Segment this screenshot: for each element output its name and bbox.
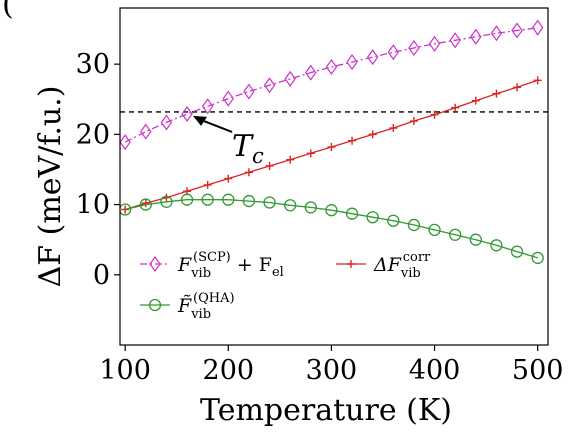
series-1-point-7 [265,161,274,170]
series-2-point-16 [449,228,462,241]
series-0-point-15 [428,35,441,52]
series-0-point-0 [120,134,131,151]
series-0-point-2 [160,114,173,131]
series-2-point-8 [284,199,297,212]
series-2-point-3 [180,193,194,206]
x-axis-label: Temperature (K) [200,393,452,428]
series-2-point-7 [263,196,276,209]
y-tick-label-0: 0 [93,260,110,291]
y-tick-label-2: 20 [76,119,110,150]
series-2-point-14 [407,218,421,232]
series-1-point-6 [244,168,253,177]
series-0-point-9 [305,64,317,81]
legend-marker-1 [347,260,355,268]
series-line-0 [124,27,538,143]
series-line-2 [125,199,538,259]
series-2-point-0 [120,203,132,216]
series-1-point-20 [533,76,542,85]
legend-label-0: Fvib(SCP) + Fel [177,250,284,281]
series-0-point-7 [263,77,276,94]
series-1-point-12 [368,130,377,139]
series-2-point-15 [428,223,441,237]
series-0-point-13 [387,44,400,61]
series-0-point-11 [346,54,358,71]
y-tick-label-1: 10 [76,190,110,221]
series-layer [120,19,544,265]
series-1-point-1 [141,199,150,208]
series-2-point-5 [222,193,235,206]
series-1-point-16 [451,103,460,112]
annotation-subscript-0: c [252,144,264,168]
y-axis-label: ΔF (meV/f.u.) [33,86,68,288]
series-2-point-13 [387,214,400,227]
series-2-point-2 [160,195,173,208]
x-tick-label-2: 300 [306,355,358,386]
y-tick-label-3: 30 [76,49,110,80]
series-0 [120,19,544,151]
series-2-point-4 [201,193,214,206]
x-tick-label-0: 100 [99,355,151,386]
panel-label: ( [2,0,14,22]
axes-layer: 100 200 300 400 500 0 10 20 30 Temperature (K) ΔF … [33,7,564,428]
series-0-point-1 [140,123,152,140]
annotation-arrow-shaft-0 [200,118,233,133]
series-0-point-4 [201,98,214,115]
series-0-point-19 [511,22,523,39]
series-1-point-9 [306,149,315,158]
series-2-point-10 [325,204,338,217]
series-0-point-16 [449,32,461,49]
series-0-point-17 [470,28,482,45]
series-0-point-3 [181,105,193,123]
series-0-point-20 [531,19,544,36]
series-1-point-13 [389,124,398,133]
series-2-point-12 [366,211,379,224]
legend-label-2: F̃vib(QHA) [177,291,235,322]
series-1-point-11 [348,136,357,145]
series-2-point-17 [469,233,482,246]
series-2-point-6 [242,194,256,208]
series-1-point-17 [471,96,480,105]
series-0-point-8 [284,70,296,87]
legend-item-1: ΔFvibcorr [336,250,431,281]
legend-item-0: Fvib(SCP) + Fel [140,250,284,281]
x-tick-label-3: 400 [409,355,461,386]
series-1-point-14 [409,117,418,126]
series-1-point-5 [224,174,233,183]
series-0-point-10 [325,58,338,76]
series-2-point-19 [510,245,524,258]
plot-frame [119,7,549,346]
legend-marker-0 [149,255,161,273]
series-1-point-19 [513,83,522,92]
x-tick-label-4: 500 [512,355,564,386]
series-2-point-20 [531,251,544,265]
series-2-point-18 [490,239,503,252]
series-0-point-5 [222,90,235,107]
series-2-point-9 [304,201,317,214]
series-1-point-10 [327,143,336,152]
series-1-point-4 [203,180,212,189]
series-2-point-11 [345,207,359,220]
series-1-point-15 [430,110,439,119]
series-1 [121,76,542,214]
series-0-point-18 [490,25,503,42]
legend: Fvib(SCP) + Fel ΔFvibcorr F̃vib(QHA) [140,250,431,322]
legend-item-2: F̃vib(QHA) [140,291,235,322]
series-0-point-6 [243,83,255,100]
series-1-point-18 [492,89,501,98]
legend-label-1: ΔFvibcorr [373,250,431,281]
series-0-point-12 [366,49,379,66]
series-0-point-14 [408,39,420,57]
series-2 [120,193,544,265]
series-1-point-8 [286,155,295,164]
x-tick-label-1: 200 [203,355,255,386]
legend-marker-2 [148,298,162,312]
series-2-point-1 [139,198,152,211]
annotation-arrow-head-0 [193,115,208,126]
